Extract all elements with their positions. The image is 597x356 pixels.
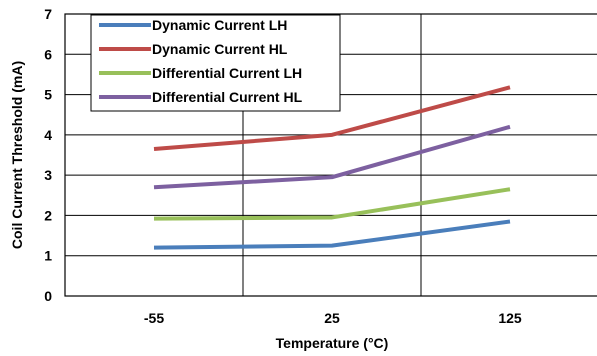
legend-label: Differential Current LH bbox=[152, 65, 302, 81]
y-tick-label: 3 bbox=[44, 167, 52, 183]
y-tick-label: 7 bbox=[44, 6, 52, 22]
legend-label: Dynamic Current HL bbox=[152, 41, 288, 57]
series-line bbox=[153, 85, 511, 151]
x-tick-label: 25 bbox=[324, 310, 340, 326]
y-tick-label: 0 bbox=[44, 288, 52, 304]
plot-area-frame bbox=[64, 13, 597, 297]
y-tick-label: 2 bbox=[44, 207, 52, 223]
x-axis-title: Temperature (°C) bbox=[276, 335, 389, 351]
legend-label: Dynamic Current LH bbox=[152, 17, 287, 33]
y-axis-ticks: 0 1 2 3 4 5 6 7 bbox=[44, 6, 52, 304]
y-tick-label: 5 bbox=[44, 87, 52, 103]
y-tick-label: 6 bbox=[44, 46, 52, 62]
x-tick-label: 125 bbox=[498, 310, 522, 326]
y-tick-label: 4 bbox=[44, 127, 52, 143]
legend-label: Differential Current HL bbox=[152, 89, 303, 105]
legend: Dynamic Current LH Dynamic Current HL Diff… bbox=[90, 14, 341, 112]
series-line bbox=[153, 187, 511, 221]
series-line bbox=[153, 219, 511, 250]
y-tick-label: 1 bbox=[44, 248, 52, 264]
x-axis-ticks: -55 25 125 bbox=[144, 310, 522, 326]
x-tick-label: -55 bbox=[144, 310, 164, 326]
series-lines bbox=[153, 85, 511, 250]
y-axis-title: Coil Current Threshold (mA) bbox=[9, 61, 25, 249]
series-line bbox=[153, 124, 511, 190]
